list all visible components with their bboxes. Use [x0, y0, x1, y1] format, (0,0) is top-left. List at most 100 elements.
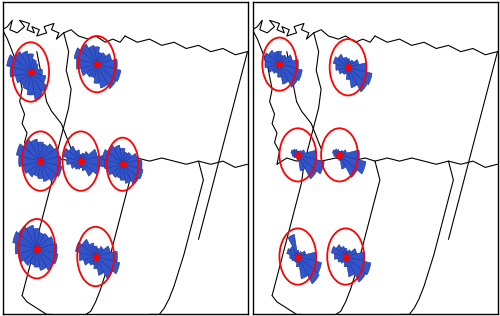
- Wedge shape: [40, 161, 50, 182]
- Wedge shape: [296, 257, 300, 267]
- Wedge shape: [294, 257, 298, 262]
- Wedge shape: [69, 146, 81, 161]
- Wedge shape: [338, 67, 348, 74]
- Wedge shape: [90, 243, 96, 257]
- Wedge shape: [76, 242, 96, 257]
- Wedge shape: [290, 255, 298, 258]
- Wedge shape: [298, 252, 316, 261]
- Wedge shape: [122, 154, 138, 164]
- Wedge shape: [120, 148, 125, 164]
- Wedge shape: [82, 239, 96, 257]
- Wedge shape: [23, 72, 30, 90]
- Wedge shape: [278, 51, 281, 64]
- Wedge shape: [298, 257, 308, 279]
- Wedge shape: [120, 164, 125, 180]
- Wedge shape: [81, 149, 98, 161]
- Wedge shape: [348, 67, 372, 85]
- Wedge shape: [89, 257, 96, 265]
- Wedge shape: [334, 57, 348, 67]
- Wedge shape: [63, 148, 81, 161]
- Wedge shape: [292, 257, 298, 261]
- Wedge shape: [293, 149, 298, 155]
- Wedge shape: [346, 249, 356, 257]
- Wedge shape: [334, 254, 345, 259]
- Wedge shape: [336, 245, 345, 257]
- Wedge shape: [122, 164, 138, 185]
- Wedge shape: [16, 72, 30, 83]
- Wedge shape: [22, 51, 30, 72]
- Wedge shape: [30, 72, 43, 100]
- Wedge shape: [346, 58, 350, 67]
- Wedge shape: [18, 249, 37, 262]
- Wedge shape: [290, 246, 298, 257]
- Wedge shape: [40, 148, 59, 161]
- Wedge shape: [297, 250, 299, 257]
- Wedge shape: [13, 231, 37, 249]
- Wedge shape: [96, 257, 120, 274]
- Wedge shape: [66, 158, 81, 165]
- Wedge shape: [274, 52, 280, 64]
- Wedge shape: [37, 234, 49, 249]
- Wedge shape: [74, 48, 97, 64]
- Wedge shape: [276, 64, 280, 73]
- Wedge shape: [6, 55, 30, 72]
- Wedge shape: [40, 156, 61, 166]
- Wedge shape: [346, 250, 351, 257]
- Wedge shape: [298, 150, 316, 160]
- Wedge shape: [335, 149, 340, 155]
- Wedge shape: [340, 155, 366, 174]
- Wedge shape: [295, 257, 298, 263]
- Wedge shape: [340, 150, 346, 155]
- Wedge shape: [346, 251, 348, 257]
- Wedge shape: [296, 155, 298, 158]
- Wedge shape: [339, 151, 340, 155]
- Wedge shape: [292, 154, 298, 156]
- Wedge shape: [94, 47, 100, 64]
- Wedge shape: [264, 53, 280, 64]
- Wedge shape: [92, 257, 96, 265]
- Wedge shape: [97, 59, 117, 69]
- Wedge shape: [280, 55, 292, 64]
- Wedge shape: [81, 44, 97, 64]
- Wedge shape: [34, 228, 40, 249]
- Wedge shape: [336, 155, 340, 158]
- Wedge shape: [40, 161, 62, 177]
- Wedge shape: [108, 164, 122, 175]
- Wedge shape: [337, 149, 340, 155]
- Wedge shape: [298, 252, 302, 257]
- Wedge shape: [96, 257, 104, 275]
- Wedge shape: [340, 151, 341, 155]
- Wedge shape: [97, 64, 108, 88]
- Wedge shape: [28, 161, 40, 177]
- Wedge shape: [108, 145, 122, 164]
- Wedge shape: [80, 155, 82, 161]
- Wedge shape: [265, 61, 280, 68]
- Wedge shape: [280, 55, 283, 64]
- Wedge shape: [296, 149, 298, 155]
- Wedge shape: [338, 257, 345, 262]
- Wedge shape: [71, 161, 81, 168]
- Wedge shape: [104, 160, 122, 169]
- Wedge shape: [343, 257, 345, 263]
- Wedge shape: [340, 155, 346, 169]
- Wedge shape: [97, 52, 106, 64]
- Wedge shape: [338, 54, 348, 67]
- Wedge shape: [96, 251, 118, 262]
- Wedge shape: [96, 246, 104, 257]
- Wedge shape: [280, 64, 302, 81]
- Wedge shape: [78, 161, 81, 169]
- Wedge shape: [97, 53, 112, 64]
- Wedge shape: [97, 52, 102, 64]
- Wedge shape: [298, 155, 305, 171]
- Wedge shape: [268, 64, 280, 72]
- Wedge shape: [40, 144, 54, 161]
- Wedge shape: [76, 59, 97, 69]
- Wedge shape: [30, 72, 46, 83]
- Wedge shape: [34, 249, 40, 267]
- Wedge shape: [28, 54, 34, 72]
- Wedge shape: [37, 249, 54, 270]
- Wedge shape: [298, 251, 306, 257]
- Wedge shape: [337, 155, 340, 158]
- Wedge shape: [340, 150, 343, 155]
- Wedge shape: [38, 161, 43, 179]
